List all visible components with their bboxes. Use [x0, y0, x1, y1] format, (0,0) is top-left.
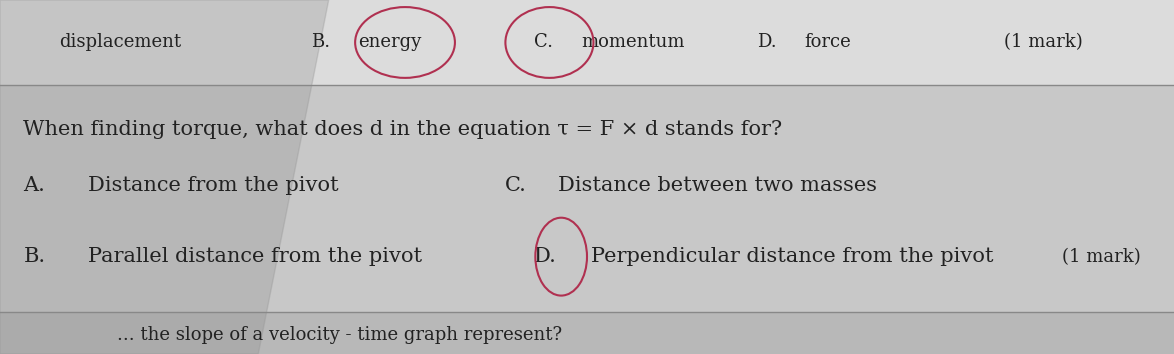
Text: force: force — [804, 34, 851, 51]
Text: (1 mark): (1 mark) — [1062, 248, 1141, 266]
Text: displacement: displacement — [59, 34, 181, 51]
Text: ... the slope of a velocity - time graph represent?: ... the slope of a velocity - time graph… — [117, 326, 562, 343]
FancyBboxPatch shape — [0, 312, 1174, 354]
Text: A.: A. — [23, 176, 46, 195]
Polygon shape — [0, 0, 329, 354]
Text: When finding torque, what does d in the equation τ = F × d stands for?: When finding torque, what does d in the … — [23, 120, 783, 139]
Text: D.: D. — [534, 247, 556, 266]
Text: C.: C. — [505, 176, 527, 195]
Text: B.: B. — [311, 34, 330, 51]
Text: C.: C. — [534, 34, 553, 51]
Text: Distance from the pivot: Distance from the pivot — [88, 176, 338, 195]
Text: D.: D. — [757, 34, 777, 51]
Text: B.: B. — [23, 247, 46, 266]
Text: Perpendicular distance from the pivot: Perpendicular distance from the pivot — [591, 247, 993, 266]
Text: Parallel distance from the pivot: Parallel distance from the pivot — [88, 247, 423, 266]
Text: (1 mark): (1 mark) — [1004, 34, 1082, 51]
Text: Distance between two masses: Distance between two masses — [558, 176, 877, 195]
FancyBboxPatch shape — [0, 0, 1174, 85]
Text: energy: energy — [358, 34, 421, 51]
Text: momentum: momentum — [581, 34, 684, 51]
